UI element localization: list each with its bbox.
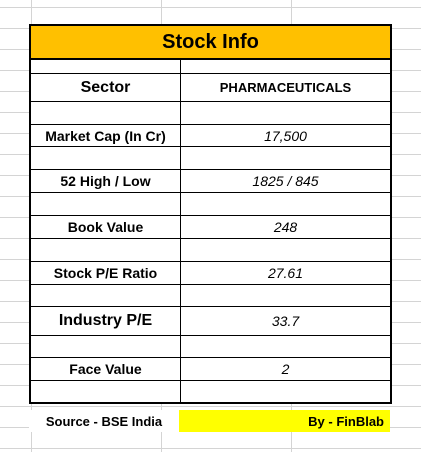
row-market-cap: Market Cap (In Cr) 17,500 xyxy=(31,125,390,147)
row-sector: Sector PHARMACEUTICALS xyxy=(31,74,390,102)
row-label: Industry P/E xyxy=(31,307,181,335)
row-value: 17,500 xyxy=(264,127,307,144)
author-label: By - FinBlab xyxy=(179,410,390,432)
spacer-row xyxy=(31,102,390,125)
spacer-row xyxy=(31,147,390,170)
source-label: Source - BSE India xyxy=(29,410,179,432)
row-label: Stock P/E Ratio xyxy=(31,262,181,284)
row-label: Sector xyxy=(31,74,181,101)
stock-info-table: Stock Info Sector PHARMACEUTICALS Market… xyxy=(29,24,392,404)
row-value: 2 xyxy=(281,361,290,377)
row-52-high-low: 52 High / Low 1825 / 845 xyxy=(31,170,390,193)
title-row: Stock Info xyxy=(31,26,390,60)
row-value: 33.7 xyxy=(271,313,300,329)
spacer-row xyxy=(31,336,390,358)
row-stock-pe: Stock P/E Ratio 27.61 xyxy=(31,262,390,285)
table-title: Stock Info xyxy=(162,30,259,53)
spacer-row xyxy=(31,239,390,262)
row-face-value: Face Value 2 xyxy=(31,358,390,381)
row-label: Market Cap (In Cr) xyxy=(31,125,181,146)
footer-row: Source - BSE India By - FinBlab xyxy=(29,410,392,432)
row-label: 52 High / Low xyxy=(31,170,181,192)
spacer-row xyxy=(31,381,390,402)
row-value: 248 xyxy=(273,219,298,235)
row-label: Face Value xyxy=(31,358,181,380)
row-value: PHARMACEUTICALS xyxy=(219,80,352,95)
row-book-value: Book Value 248 xyxy=(31,216,390,239)
spacer-row xyxy=(31,193,390,216)
row-value: 1825 / 845 xyxy=(252,173,319,189)
row-industry-pe: Industry P/E 33.7 xyxy=(31,307,390,336)
row-label: Book Value xyxy=(31,216,181,238)
spacer-row xyxy=(31,60,390,74)
spacer-row xyxy=(31,285,390,307)
row-value: 27.61 xyxy=(267,265,304,281)
